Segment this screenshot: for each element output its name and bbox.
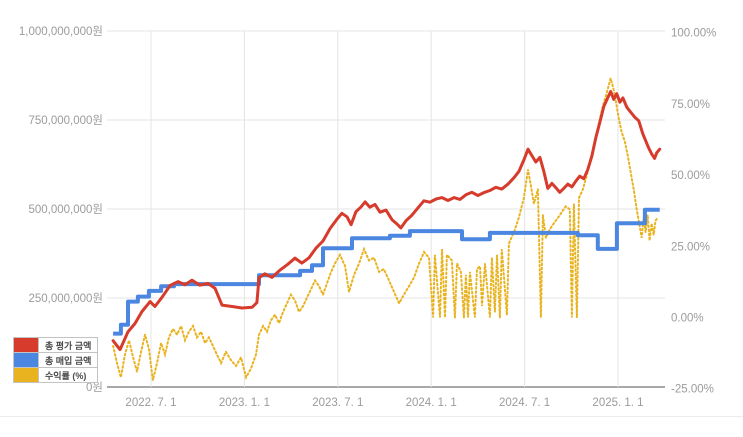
chart-legend: 총 평가 금액 총 매입 금액 수익률 (%) [13, 337, 99, 383]
pct-axis-tick-label: 100.00% [671, 28, 716, 40]
legend-swatch-evaluation [13, 337, 39, 353]
legend-row: 총 매입 금액 [13, 352, 99, 368]
legend-swatch-return [13, 367, 39, 383]
won-axis-tick-label: 1,000,000,000원 [19, 24, 103, 38]
pct-axis-tick-label: 75.00% [671, 99, 710, 111]
legend-label: 총 매입 금액 [37, 352, 99, 368]
purchase-amount-line[interactable] [113, 207, 660, 336]
date-axis-tick-label: 2024. 1. 1 [406, 397, 457, 409]
axis-labels: 1,000,000,000원 750,000,000원 500,000,000원 25… [19, 24, 717, 409]
legend-label: 수익률 (%) [37, 367, 99, 383]
won-axis-tick-label: 250,000,000원 [28, 291, 103, 305]
pct-axis-tick-label: 0.00% [671, 313, 704, 325]
date-axis-tick-label: 2022. 7. 1 [125, 397, 176, 409]
pct-axis-tick-label: -25.00% [671, 384, 714, 396]
date-axis-tick-label: 2024. 7. 1 [499, 397, 550, 409]
page-divider [0, 416, 743, 417]
won-axis-tick-label: 0원 [86, 380, 103, 394]
date-axis-tick-label: 2025. 1. 1 [592, 397, 643, 409]
date-axis-tick-label: 2023. 1. 1 [219, 397, 270, 409]
pct-axis-tick-label: 50.00% [671, 170, 710, 182]
evaluation-amount-line[interactable] [111, 90, 662, 352]
legend-row: 총 평가 금액 [13, 337, 99, 353]
pct-axis-tick-label: 25.00% [671, 241, 710, 253]
legend-row: 수익률 (%) [13, 367, 99, 383]
return-rate-line[interactable] [112, 74, 659, 381]
legend-label: 총 평가 금액 [37, 337, 99, 353]
legend-swatch-purchase [13, 352, 39, 368]
date-axis-tick-label: 2023. 7. 1 [312, 397, 363, 409]
chart-series [111, 74, 662, 381]
gridlines [107, 30, 665, 388]
won-axis-tick-label: 500,000,000원 [28, 202, 103, 216]
won-axis-tick-label: 750,000,000원 [28, 113, 103, 127]
